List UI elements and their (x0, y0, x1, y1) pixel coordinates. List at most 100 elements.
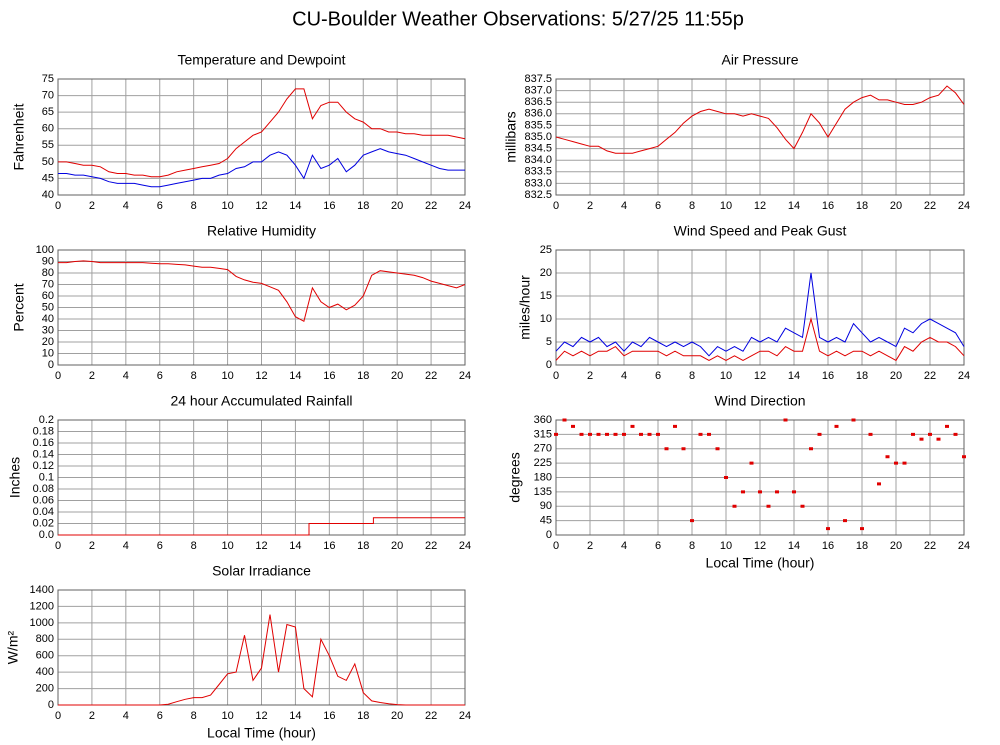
x-tick-label: 14 (289, 540, 301, 552)
y-tick-label: 834.5 (524, 143, 552, 155)
x-tick-label: 20 (890, 370, 902, 382)
x-tick-label: 6 (655, 540, 661, 552)
x-tick-label: 0 (553, 370, 559, 382)
x-tick-label: 14 (289, 370, 301, 382)
x-tick-label: 8 (689, 200, 695, 212)
data-point (902, 461, 907, 465)
data-point (707, 432, 711, 436)
data-point (809, 447, 813, 451)
x-tick-label: 18 (357, 200, 369, 212)
page-title: CU-Boulder Weather Observations: 5/27/25… (292, 8, 744, 30)
x-tick-label: 14 (788, 200, 800, 212)
chart-title: Temperature and Dewpoint (177, 52, 345, 68)
data-point (647, 432, 652, 436)
chart-title: Solar Irradiance (212, 563, 311, 579)
data-point (817, 432, 822, 436)
y-tick-label: 80 (42, 267, 54, 279)
x-tick-label: 20 (391, 200, 403, 212)
y-tick-label: 0.2 (39, 414, 54, 426)
data-point (749, 461, 754, 465)
data-point (571, 424, 575, 428)
data-point (579, 432, 584, 436)
x-tick-label: 16 (822, 540, 834, 552)
x-tick-label: 4 (123, 200, 129, 212)
x-tick-label: 18 (357, 540, 369, 552)
data-point (562, 418, 567, 422)
data-point (766, 504, 771, 508)
y-axis-label: millibars (503, 111, 519, 162)
x-tick-label: 6 (157, 200, 163, 212)
y-axis-label: degrees (507, 452, 523, 503)
x-tick-label: 4 (123, 370, 129, 382)
y-tick-label: 45 (42, 172, 54, 184)
x-tick-label: 2 (587, 370, 593, 382)
x-axis-label: Local Time (hour) (706, 555, 815, 571)
y-axis-label: Inches (7, 457, 23, 498)
y-tick-label: 0.16 (33, 437, 54, 449)
x-tick-label: 10 (720, 370, 732, 382)
data-point (894, 461, 898, 465)
y-tick-label: 10 (540, 313, 552, 325)
y-tick-label: 315 (534, 428, 552, 440)
data-point (758, 490, 762, 494)
x-tick-label: 22 (924, 370, 936, 382)
data-point (953, 432, 958, 436)
data-line (555, 317, 965, 362)
x-tick-label: 18 (856, 200, 868, 212)
x-tick-label: 16 (323, 710, 335, 722)
y-tick-label: 20 (540, 267, 552, 279)
y-tick-label: 0 (48, 359, 54, 371)
x-tick-label: 24 (958, 370, 970, 382)
data-line (555, 272, 965, 357)
x-tick-label: 2 (587, 540, 593, 552)
x-tick-label: 0 (553, 200, 559, 212)
x-tick-label: 0 (55, 370, 61, 382)
y-tick-label: 1000 (30, 617, 54, 629)
y-tick-label: 837.0 (524, 85, 552, 97)
y-tick-label: 0.12 (33, 460, 54, 472)
x-tick-label: 6 (157, 710, 163, 722)
data-point (673, 424, 677, 428)
y-axis-label: W/m² (5, 630, 21, 664)
x-tick-label: 22 (425, 200, 437, 212)
x-tick-label: 10 (221, 200, 233, 212)
x-tick-label: 16 (323, 200, 335, 212)
y-axis-label: Percent (11, 283, 27, 331)
x-tick-label: 4 (621, 200, 627, 212)
x-tick-label: 16 (822, 200, 834, 212)
data-point (962, 455, 966, 459)
x-tick-label: 24 (958, 200, 970, 212)
x-tick-label: 18 (357, 710, 369, 722)
x-tick-label: 10 (221, 540, 233, 552)
data-point (724, 476, 728, 479)
data-point (851, 418, 856, 422)
data-point (783, 418, 788, 422)
y-tick-label: 30 (42, 324, 54, 336)
data-point (605, 432, 609, 436)
x-tick-label: 18 (856, 370, 868, 382)
x-tick-label: 8 (191, 540, 197, 552)
data-point (622, 432, 626, 436)
y-tick-label: 50 (42, 156, 54, 168)
plot-frame (57, 78, 466, 196)
data-point (945, 424, 949, 428)
x-tick-label: 0 (55, 200, 61, 212)
data-point (656, 432, 660, 436)
x-tick-label: 0 (553, 540, 559, 552)
x-tick-label: 22 (425, 540, 437, 552)
y-tick-label: 135 (534, 486, 552, 498)
x-tick-label: 2 (587, 200, 593, 212)
data-point (936, 437, 941, 441)
data-point (919, 437, 924, 441)
x-tick-label: 20 (391, 710, 403, 722)
y-tick-label: 835.5 (524, 119, 552, 131)
data-line (58, 517, 465, 536)
chart-title: 24 hour Accumulated Rainfall (170, 393, 352, 409)
x-tick-label: 0 (55, 710, 61, 722)
y-tick-label: 0.18 (33, 425, 54, 437)
x-tick-label: 22 (924, 200, 936, 212)
x-tick-label: 10 (221, 710, 233, 722)
x-tick-label: 0 (55, 540, 61, 552)
x-tick-label: 22 (425, 710, 437, 722)
